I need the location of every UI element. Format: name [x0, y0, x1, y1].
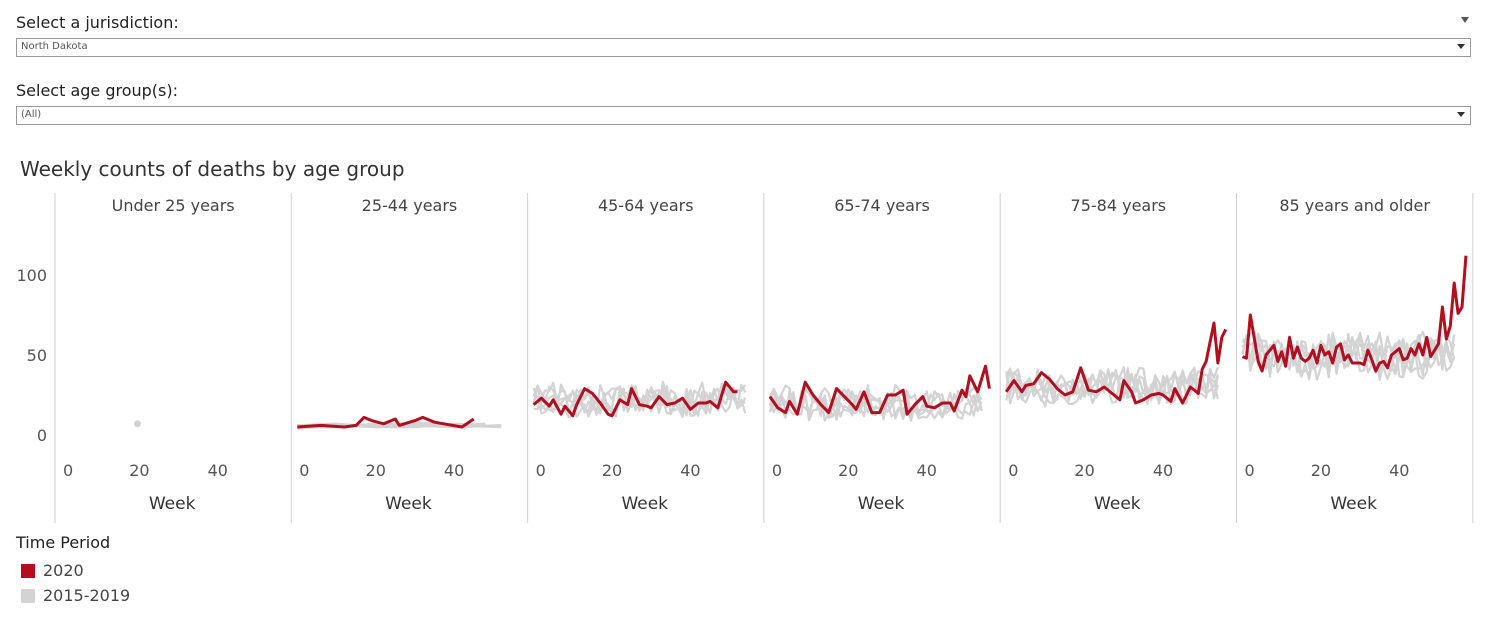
- legend-item-2015-2019[interactable]: 2015-2019: [21, 586, 130, 605]
- legend-title: Time Period: [16, 533, 111, 552]
- panel-header: 85 years and older: [1279, 196, 1430, 215]
- jurisdiction-select-value: North Dakota: [21, 41, 88, 52]
- x-tick-label: 40: [208, 461, 228, 480]
- x-axis-title: Week: [385, 494, 432, 514]
- top-menu-chevron-icon[interactable]: [1461, 17, 1469, 23]
- x-axis-title: Week: [149, 494, 196, 514]
- legend-swatch-2020: [21, 564, 35, 578]
- deaths-by-age-chart: 0 50 100 Under 25 years 0 20 40 Week 25-44 years…: [16, 193, 1474, 523]
- x-tick-label: 40: [444, 461, 464, 480]
- panel-header: 65-74 years: [834, 196, 930, 215]
- age-group-select[interactable]: (All): [16, 106, 1471, 125]
- x-tick-label: 0: [299, 461, 309, 480]
- age-group-select-value: (All): [21, 109, 42, 120]
- x-tick-label: 0: [772, 461, 782, 480]
- x-tick-label: 0: [63, 461, 73, 480]
- x-axis-title: Week: [858, 494, 905, 514]
- series-2015-2019-line: [1241, 334, 1456, 381]
- panel-header: 75-84 years: [1071, 196, 1167, 215]
- series-2020-line[interactable]: [297, 415, 475, 429]
- series-2020-line[interactable]: [532, 380, 738, 418]
- series-2015-2019-line: [1241, 331, 1456, 378]
- x-tick-label: 20: [838, 461, 858, 480]
- series-2015-2019-line: [532, 382, 746, 418]
- x-tick-label: 40: [680, 461, 700, 480]
- jurisdiction-select[interactable]: North Dakota: [16, 38, 1471, 57]
- x-tick-label: 20: [1074, 461, 1094, 480]
- x-tick-label: 20: [602, 461, 622, 480]
- x-axis-title: Week: [1330, 494, 1377, 514]
- data-point-2015-2019: [133, 420, 141, 428]
- x-axis-title: Week: [621, 494, 668, 514]
- x-tick-label: 40: [1153, 461, 1173, 480]
- y-tick-label: 50: [27, 346, 47, 365]
- x-tick-label: 20: [366, 461, 386, 480]
- legend-label-2015-2019: 2015-2019: [43, 586, 131, 605]
- jurisdiction-label: Select a jurisdiction:: [16, 13, 179, 32]
- series-2015-2019-line: [532, 381, 747, 419]
- legend-item-2020[interactable]: 2020: [21, 561, 84, 580]
- chart-title: Weekly counts of deaths by age group: [20, 157, 405, 181]
- x-tick-label: 40: [917, 461, 937, 480]
- chevron-down-icon: [1457, 44, 1465, 49]
- chevron-down-icon: [1457, 112, 1465, 117]
- series-2020-line[interactable]: [768, 364, 991, 416]
- x-axis-title: Week: [1094, 494, 1141, 514]
- x-tick-label: 20: [129, 461, 149, 480]
- panel-header: 25-44 years: [362, 196, 458, 215]
- series-2015-2019-line: [1241, 331, 1456, 381]
- panel-header: Under 25 years: [112, 196, 235, 215]
- series-2015-2019-line: [1005, 369, 1219, 405]
- series-2015-2019-line: [1242, 330, 1456, 381]
- series-2020-line[interactable]: [1241, 255, 1468, 373]
- legend-swatch-2015-2019: [21, 589, 35, 603]
- y-tick-label: 0: [37, 426, 47, 445]
- x-tick-label: 40: [1389, 461, 1409, 480]
- age-group-label: Select age group(s):: [16, 81, 179, 100]
- x-tick-label: 20: [1311, 461, 1331, 480]
- x-tick-label: 0: [1245, 461, 1255, 480]
- panel-header: 45-64 years: [598, 196, 694, 215]
- legend-label-2020: 2020: [43, 561, 84, 580]
- y-tick-label: 100: [16, 266, 47, 285]
- x-tick-label: 0: [536, 461, 546, 480]
- series-2020-line[interactable]: [1004, 321, 1228, 405]
- x-tick-label: 0: [1008, 461, 1018, 480]
